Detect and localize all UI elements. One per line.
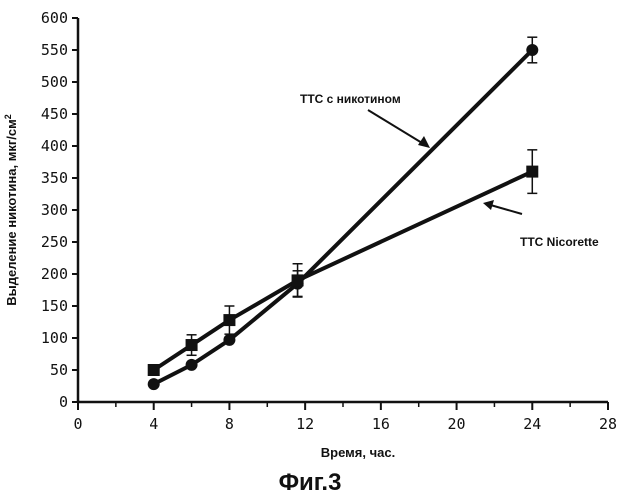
y-tick-label: 600 [41, 9, 68, 27]
data-point-square [223, 314, 236, 327]
y-tick-label: 400 [41, 137, 68, 155]
x-tick-label: 28 [599, 415, 617, 433]
y-tick-label: 50 [50, 361, 68, 379]
series-line [152, 169, 534, 372]
series-square-group [147, 149, 539, 376]
x-axis-title: Время, час. [321, 445, 395, 460]
data-point-circle [526, 44, 539, 56]
data-point-square [291, 274, 304, 287]
y-axis-title-superscript: 2 [3, 114, 13, 119]
y-tick-label: 500 [41, 73, 68, 91]
y-ticks: 0 50 100 150 200 250 300 350 400 450 500 550 600 [41, 9, 78, 411]
y-axis-title-text: Выделение никотина, мкг/см [4, 119, 19, 305]
y-tick-label: 100 [41, 329, 68, 347]
y-tick-label: 450 [41, 105, 68, 123]
y-tick-label: 150 [41, 297, 68, 315]
data-point-circle [223, 333, 236, 346]
annotation-ttc-nicotine-arrowhead [418, 136, 430, 148]
data-point-square [526, 165, 539, 178]
series-layer [147, 36, 539, 391]
data-point-square [185, 339, 198, 352]
data-point-circle [185, 358, 198, 371]
x-tick-label: 12 [296, 415, 314, 433]
y-tick-label: 250 [41, 233, 68, 251]
series-circle-group [147, 36, 539, 391]
y-axis-title: Выделение никотина, мкг/см2 [3, 114, 19, 305]
annotation-ttc-nicotine: ТТС с никотином [300, 92, 430, 148]
data-point-square [147, 364, 160, 376]
data-point-circle [147, 378, 160, 391]
x-tick-label: 20 [448, 415, 466, 433]
annotation-ttc-nicotine-label: ТТС с никотином [300, 92, 401, 106]
annotation-ttc-nicorette-arrow [486, 203, 523, 215]
x-tick-label: 24 [523, 415, 541, 433]
annotation-ttc-nicorette-arrowhead [483, 200, 494, 210]
annotation-ttc-nicotine-arrow [367, 109, 428, 147]
x-tick-label: 0 [73, 415, 82, 433]
y-tick-label: 200 [41, 265, 68, 283]
plot-area: 0 50 100 150 200 250 300 350 400 450 500 550 600 0 4 8… [41, 9, 617, 433]
y-tick-label: 550 [41, 41, 68, 59]
annotation-ttc-nicorette-label: ТТС Nicorette [520, 235, 599, 249]
y-tick-label: 350 [41, 169, 68, 187]
x-ticks: 0 4 8 12 16 20 24 28 [73, 402, 617, 433]
figure-caption: Фиг.3 [279, 469, 342, 496]
x-tick-label: 8 [225, 415, 234, 433]
x-tick-label: 4 [149, 415, 158, 433]
x-tick-label: 16 [372, 415, 390, 433]
y-tick-label: 300 [41, 201, 68, 219]
annotation-ttc-nicorette: ТТС Nicorette [483, 200, 599, 249]
y-tick-label: 0 [59, 393, 68, 411]
